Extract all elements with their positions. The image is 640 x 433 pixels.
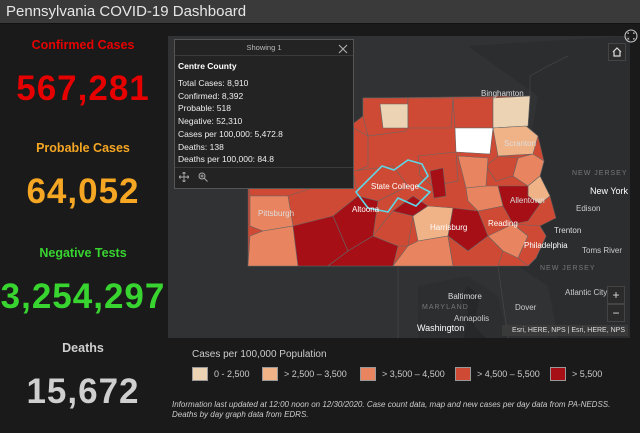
probable-cases-value: 64,052: [26, 172, 140, 211]
map-label-edison: Edison: [576, 204, 601, 213]
deaths-label: Deaths: [62, 341, 104, 355]
map-label-pittsburgh: Pittsburgh: [258, 209, 295, 218]
map-label-binghamton: Binghamton: [481, 89, 524, 98]
home-button[interactable]: [608, 43, 626, 61]
close-icon: [338, 44, 348, 54]
legend-swatch: [262, 367, 278, 381]
probable-cases-stat: Probable Cases 64,052: [0, 141, 166, 212]
legend-swatch: [192, 367, 208, 381]
pan-button[interactable]: [178, 171, 190, 185]
map-label-washington: Washington: [417, 323, 465, 333]
data-footnote: Information last updated at 12:00 noon o…: [172, 400, 611, 419]
header-bar: Pennsylvania COVID-19 Dashboard: [0, 0, 640, 24]
popup-total-cases: Total Cases: 8,910: [178, 78, 249, 88]
map-label-altoona: Altoona: [352, 205, 380, 214]
map-label-reading: Reading: [488, 219, 518, 228]
legend-swatch: [550, 367, 566, 381]
legend-label: > 5,500: [572, 369, 603, 379]
map-label-dover: Dover: [515, 303, 537, 312]
map-label-annapolis: Annapolis: [454, 314, 490, 323]
pan-icon: [178, 171, 190, 183]
fullscreen-icon: [624, 29, 638, 43]
popup-close-button[interactable]: [338, 41, 348, 57]
map-label-new-york: New York: [590, 186, 629, 196]
zoom-to-button[interactable]: [198, 172, 208, 185]
page-title: Pennsylvania COVID-19 Dashboard: [6, 3, 247, 20]
map-label-scranton: Scranton: [504, 139, 537, 148]
popup-deaths-per-100k: Deaths per 100,000: 84.8: [178, 154, 274, 165]
map-label-allentown: Allentown: [510, 196, 545, 205]
negative-tests-label: Negative Tests: [39, 246, 127, 260]
map-label-philadelphia: Philadelphia: [524, 241, 568, 250]
map-label-maryland: MARYLAND: [422, 304, 469, 311]
map-label-trenton: Trenton: [554, 226, 582, 235]
popup-details: Total Cases: 8,910 Confirmed: 8,392 Prob…: [178, 77, 283, 166]
home-icon: [612, 47, 622, 57]
legend-swatch: [455, 367, 471, 381]
map-attribution: Esri, HERE, NPS | Esri, HERE, NPS: [502, 325, 628, 336]
probable-cases-label: Probable Cases: [36, 141, 130, 155]
popup-confirmed: Confirmed: 8,392: [178, 90, 244, 101]
map-label-state-college: State College: [371, 182, 420, 191]
popup-county-name: Centre County: [178, 61, 237, 71]
legend-label: > 3,500 – 4,500: [382, 369, 445, 379]
stats-panel: Confirmed Cases 567,281 Probable Cases 6…: [0, 24, 166, 433]
map-label-atlantic-city: Atlantic City: [565, 288, 608, 297]
negative-tests-stat: Negative Tests 3,254,297: [0, 246, 166, 317]
county-popup: Showing 1 Centre County Total Cases: 8,9…: [174, 39, 354, 189]
zoom-in-button[interactable]: +: [607, 286, 625, 304]
map-label-toms-river: Toms River: [582, 246, 623, 255]
popup-deaths: Deaths: 138: [178, 141, 224, 152]
popup-probable: Probable: 518: [178, 103, 231, 114]
popup-header: Showing 1: [175, 40, 353, 56]
popup-cases-per-100k: Cases per 100,000: 5,472.8: [178, 128, 283, 139]
legend-label: > 2,500 – 3,500: [284, 369, 347, 379]
confirmed-cases-label: Confirmed Cases: [31, 38, 135, 52]
legend-label: 0 - 2,500: [214, 369, 250, 379]
map-label-baltimore: Baltimore: [448, 292, 482, 301]
confirmed-cases-value: 567,281: [16, 69, 150, 108]
zoom-out-button[interactable]: −: [607, 304, 625, 322]
fullscreen-button[interactable]: [624, 29, 638, 43]
map-label-harrisburg: Harrisburg: [430, 223, 468, 232]
popup-negative: Negative: 52,310: [178, 116, 243, 127]
popup-toolbar: [175, 167, 353, 189]
zoom-to-icon: [198, 172, 208, 182]
deaths-value: 15,672: [26, 372, 140, 411]
legend-label: > 4,500 – 5,500: [477, 369, 540, 379]
map-label-new-jersey-top: NEW JERSEY: [572, 170, 628, 177]
deaths-stat: Deaths 15,672: [0, 341, 166, 412]
legend-title: Cases per 100,000 Population: [192, 349, 327, 360]
negative-tests-value: 3,254,297: [0, 277, 166, 316]
confirmed-cases-stat: Confirmed Cases 567,281: [0, 38, 166, 109]
legend-swatch: [360, 367, 376, 381]
map-label-new-jersey: NEW JERSEY: [540, 265, 596, 272]
